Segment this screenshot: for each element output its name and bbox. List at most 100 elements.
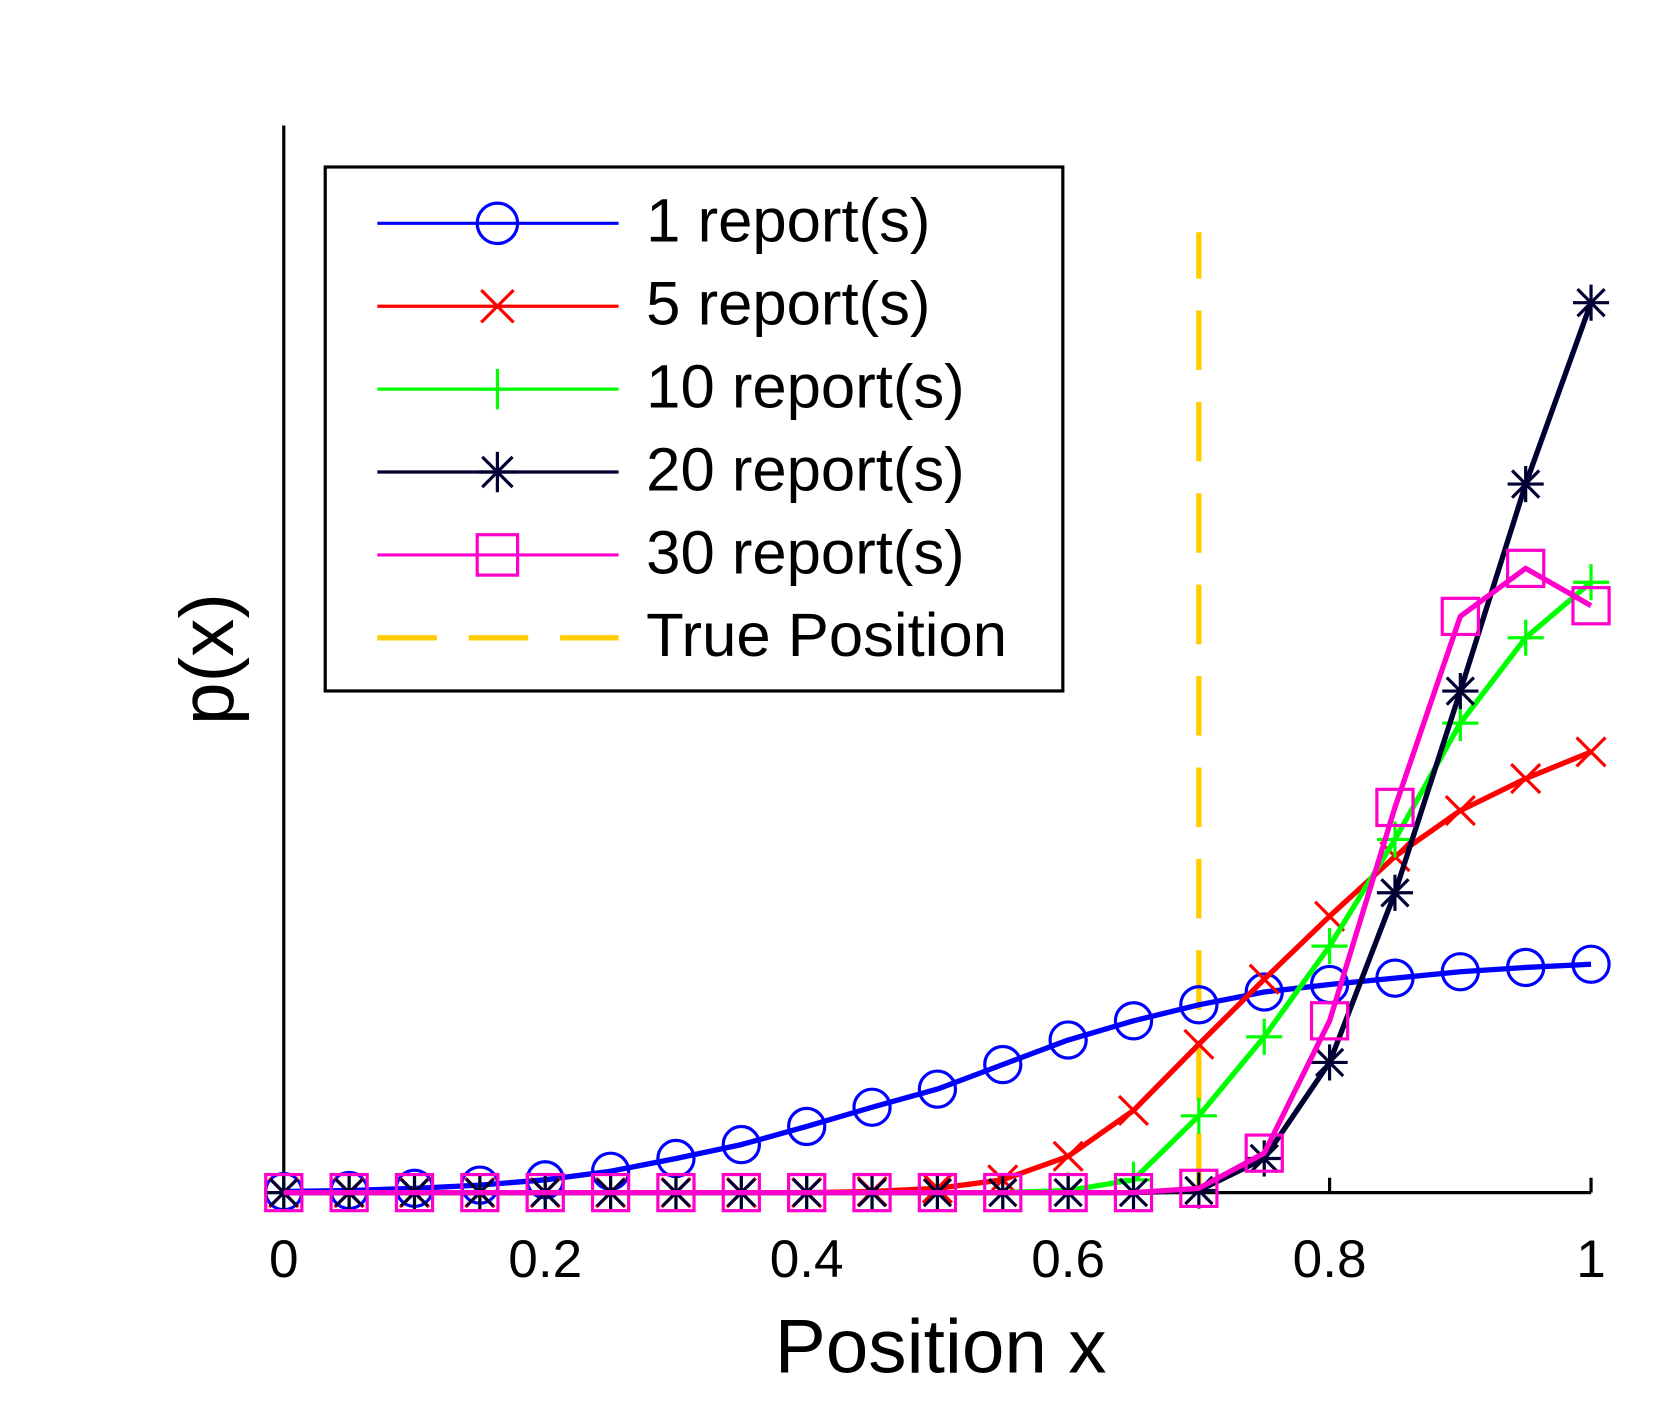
- data-marker: [1575, 736, 1607, 768]
- data-marker: [1375, 787, 1415, 828]
- data-marker: [1510, 763, 1542, 795]
- x-axis-label: Position x: [775, 1304, 1107, 1389]
- data-marker: [1444, 795, 1476, 827]
- legend-box: [323, 165, 1065, 693]
- marker-circle: [1179, 985, 1219, 1025]
- x-tick-label: 1: [1576, 1230, 1606, 1289]
- data-marker: [1506, 548, 1546, 589]
- marker-circle: [721, 1124, 761, 1165]
- marker-circle: [1113, 1001, 1154, 1041]
- legend-label: True Position: [646, 601, 1007, 670]
- data-marker: [1244, 1133, 1284, 1173]
- marker-square: [1048, 1172, 1088, 1213]
- data-marker: [1246, 1018, 1283, 1055]
- legend-label: 20 report(s): [646, 435, 965, 504]
- data-marker: [1311, 928, 1348, 965]
- data-marker: [329, 1172, 369, 1213]
- x-tick-label: 0: [269, 1230, 299, 1289]
- data-marker: [787, 1106, 827, 1147]
- marker-square: [329, 1172, 369, 1213]
- marker-square: [656, 1172, 696, 1213]
- marker-square: [1506, 548, 1546, 589]
- marker-square: [852, 1172, 892, 1213]
- marker-square: [1309, 1001, 1350, 1041]
- marker-square: [983, 1172, 1023, 1213]
- marker-stroke: [1052, 1140, 1084, 1172]
- data-marker: [852, 1172, 892, 1213]
- data-marker: [1248, 963, 1280, 995]
- data-marker: [1571, 944, 1611, 984]
- marker-square: [525, 1172, 565, 1213]
- data-marker: [983, 1044, 1023, 1085]
- marker-square: [917, 1172, 958, 1213]
- data-marker: [1180, 1097, 1217, 1134]
- legend-marker: [477, 451, 518, 493]
- data-marker: [1571, 586, 1611, 626]
- marker-square: [1440, 596, 1480, 637]
- data-marker: [1048, 1020, 1088, 1060]
- data-marker: [1375, 958, 1415, 998]
- data-marker: [1506, 947, 1546, 988]
- data-marker: [1442, 673, 1479, 710]
- marker-stroke: [480, 288, 515, 324]
- data-marker: [1179, 985, 1219, 1025]
- marker-circle: [1440, 952, 1480, 992]
- data-marker: [460, 1172, 500, 1213]
- marker-square: [1571, 586, 1611, 626]
- data-marker: [1179, 1168, 1219, 1209]
- x-tick-label: 0.2: [508, 1230, 582, 1289]
- marker-stroke: [481, 455, 514, 489]
- legend-marker: [480, 288, 515, 324]
- marker-stroke: [1117, 1094, 1150, 1127]
- legend-marker: [475, 201, 520, 246]
- data-marker: [1572, 564, 1610, 601]
- series-line: [283, 961, 1592, 1195]
- data-marker: [1052, 1140, 1084, 1172]
- marker-circle: [1571, 944, 1611, 984]
- legend-label: 30 report(s): [646, 518, 965, 587]
- marker-stroke: [1248, 963, 1280, 995]
- marker-square: [394, 1172, 435, 1213]
- data-marker: [721, 1124, 761, 1165]
- data-marker: [1244, 972, 1284, 1012]
- data-marker: [1048, 1172, 1088, 1213]
- series-line: [283, 565, 1593, 1196]
- marker-square: [475, 533, 520, 577]
- legend: 1 report(s) 5 report(s) 10 report(s) 20 rep…: [323, 165, 1065, 693]
- data-marker: [1113, 1001, 1154, 1041]
- data-marker: [1311, 1044, 1348, 1081]
- data-marker: [590, 1172, 631, 1213]
- marker-square: [1244, 1133, 1284, 1173]
- marker-square: [1375, 787, 1415, 828]
- marker-square: [590, 1172, 631, 1213]
- data-marker: [917, 1069, 958, 1109]
- marker-stroke: [1314, 1047, 1345, 1078]
- data-marker: [656, 1172, 696, 1213]
- marker-stroke: [1249, 1143, 1279, 1174]
- marker-circle: [1506, 947, 1546, 988]
- data-marker: [721, 1172, 761, 1213]
- marker-square: [787, 1172, 827, 1213]
- marker-stroke: [1511, 469, 1541, 499]
- legend-label: 1 report(s): [646, 187, 930, 256]
- data-marker: [1376, 874, 1414, 911]
- data-marker: [852, 1087, 892, 1127]
- data-marker: [787, 1172, 827, 1213]
- data-marker: [264, 1172, 304, 1213]
- data-marker: [1507, 466, 1544, 503]
- data-marker: [1183, 1028, 1215, 1060]
- data-marker: [917, 1172, 958, 1213]
- data-marker: [1440, 596, 1480, 637]
- marker-stroke: [1380, 878, 1410, 908]
- marker-stroke: [1575, 736, 1607, 768]
- marker-square: [1113, 1172, 1154, 1213]
- x-tick-label: 0.6: [1031, 1230, 1105, 1289]
- marker-square: [264, 1172, 304, 1213]
- data-marker: [394, 1172, 435, 1213]
- marker-circle: [1375, 958, 1415, 998]
- data-marker: [1309, 1001, 1350, 1041]
- marker-square: [721, 1172, 761, 1213]
- marker-circle: [852, 1087, 892, 1127]
